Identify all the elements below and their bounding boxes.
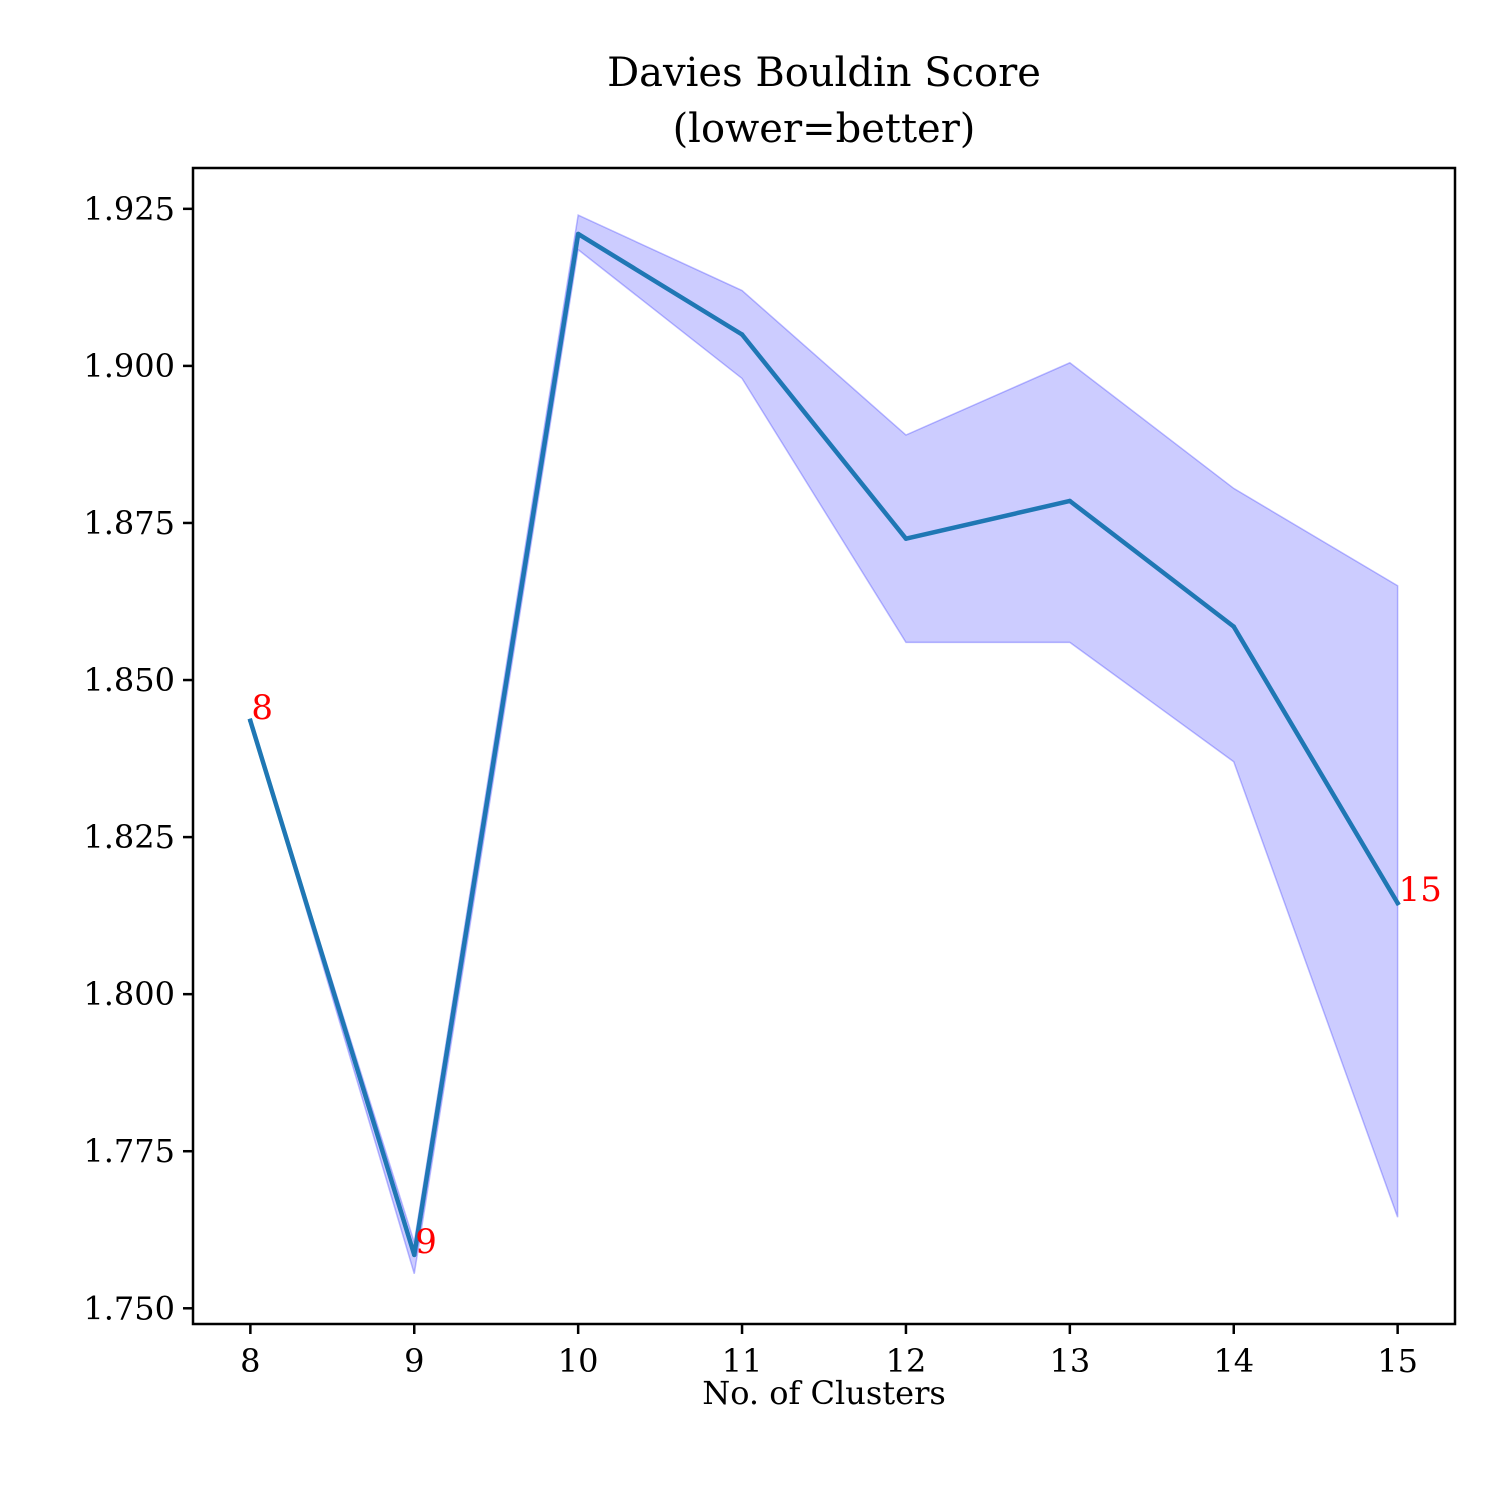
x-tick-label: 15 [1377, 1342, 1418, 1380]
x-tick-label: 8 [240, 1342, 260, 1380]
chart-title: Davies Bouldin Score (lower=better) [607, 50, 1041, 152]
point-annotation-8: 8 [251, 688, 273, 728]
x-tick-label: 14 [1213, 1342, 1254, 1380]
x-tick-label: 12 [886, 1342, 927, 1380]
data-point-12 [903, 536, 909, 541]
point-annotation-15: 15 [1399, 870, 1442, 910]
confidence-band [249, 214, 1399, 1274]
chart-title-line-2: (lower=better) [673, 106, 976, 152]
series-line-0 [247, 231, 1401, 1258]
plot-frame [191, 166, 1457, 1326]
y-tick-label: 1.925 [83, 190, 175, 228]
y-tick-label: 1.850 [83, 661, 175, 699]
data-point-13 [1067, 498, 1073, 504]
chart-title-line-1: Davies Bouldin Score [607, 50, 1041, 96]
y-tick-label: 1.750 [83, 1289, 175, 1327]
x-tick-label: 10 [558, 1342, 599, 1380]
data-point-14 [1231, 624, 1236, 629]
x-tick-label: 11 [722, 1342, 763, 1380]
point-annotation-9: 9 [415, 1222, 437, 1262]
y-tick-label: 1.775 [83, 1132, 175, 1170]
data-point-10 [575, 231, 581, 237]
y-tick-label: 1.825 [83, 818, 175, 856]
data-point-15 [1395, 900, 1400, 906]
x-tick-label: 13 [1049, 1342, 1090, 1380]
y-tick-label: 1.800 [83, 975, 175, 1013]
data-point-8 [248, 718, 253, 724]
y-tick-label: 1.875 [83, 504, 175, 542]
y-tick-label: 1.900 [83, 347, 175, 385]
data-point-11 [739, 332, 745, 337]
x-tick-label: 9 [404, 1342, 424, 1380]
x-axis-label: No. of Clusters [702, 1374, 946, 1412]
data-point-9 [412, 1252, 417, 1258]
